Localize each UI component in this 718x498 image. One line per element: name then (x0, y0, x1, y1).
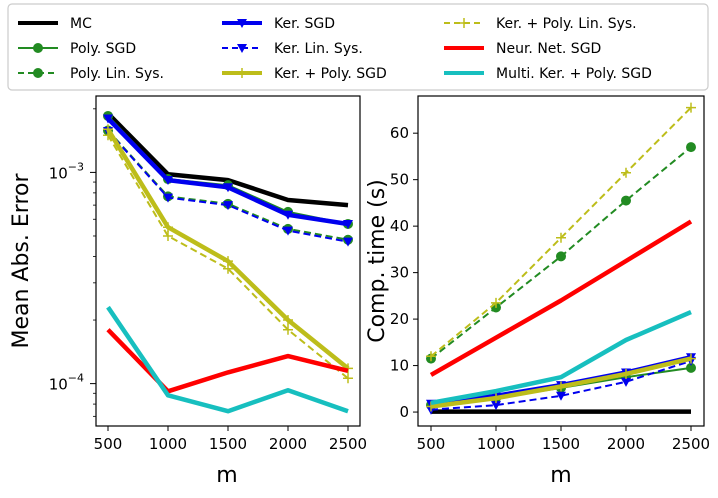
mae-point-ker-sgd (163, 176, 173, 186)
mae-line-mc (106, 111, 349, 208)
time-point-ker-lin-sys (491, 401, 501, 411)
mae-point-ker-poly-lin-sys (343, 373, 353, 384)
mae-point-ker-sgd (343, 219, 353, 229)
time-line-ker-poly-lin-sys (430, 106, 692, 358)
time-y-tick-label: 50 (390, 171, 409, 189)
time-line-neur-net-sgd (429, 219, 693, 377)
legend: MC Poly. SGD Poly. Lin. Sys. Ker. SGD Ker. L… (7, 3, 709, 91)
time-point-ker-lin-sys (556, 391, 566, 401)
mae-x-tick-label: 1500 (209, 435, 247, 453)
legend-label-ker-lin-sys: Ker. Lin. Sys. (274, 41, 363, 57)
mae-x-tick-label: 1000 (149, 435, 187, 453)
time-point-ker-poly-lin-sys (426, 351, 436, 362)
mae-x-axis-label: m (216, 463, 237, 488)
time-point-ker-poly-sgd (621, 368, 631, 379)
legend-frame (7, 3, 709, 91)
mae-point-ker-poly-lin-sys (283, 324, 293, 335)
legend-marker-ker-lin-sys (237, 44, 247, 53)
time-y-tick-label: 20 (390, 310, 409, 328)
mae-point-ker-poly-lin-sys (163, 230, 173, 241)
time-point-ker-poly-sgd (556, 381, 566, 392)
mae-point-ker-poly-sgd (163, 222, 173, 233)
time-point-ker-poly-lin-sys (686, 102, 696, 113)
time-point-ker-poly-sgd (426, 401, 436, 412)
mae-point-ker-sgd (223, 183, 233, 193)
mae-point-ker-sgd (283, 210, 293, 220)
time-x-axis-label: m (550, 463, 571, 488)
mae-line-ker-poly-sgd (106, 128, 350, 371)
time-x-tick-label: 2000 (607, 435, 645, 453)
mae-point-ker-poly-lin-sys (103, 130, 113, 141)
time-point-poly-lin-sys (686, 142, 696, 153)
mae-y-axis-label: Mean Abs. Error (9, 173, 34, 349)
time-y-tick-label: 60 (390, 124, 409, 142)
mae-chart: 500 1000 1500 2000 2500 10−3 10−4 m Mean Abs. … (9, 95, 367, 488)
time-point-ker-poly-sgd (686, 353, 696, 364)
mae-y-tick-label: 10−4 (49, 372, 84, 394)
legend-label-multi-ker-poly-sgd: Multi. Ker. + Poly. SGD (496, 66, 652, 82)
legend-label-neur-net-sgd: Neur. Net. SGD (496, 41, 601, 57)
legend-marker-poly-sgd (33, 43, 43, 53)
time-y-tick-label: 40 (390, 217, 409, 235)
legend-label-mc: MC (70, 16, 92, 32)
legend-label-poly-lin-sys: Poly. Lin. Sys. (70, 66, 164, 82)
legend-label-ker-poly-lin-sys: Ker. + Poly. Lin. Sys. (496, 16, 637, 32)
mae-point-ker-lin-sys (223, 201, 233, 211)
mae-line-ker-lin-sys (107, 130, 349, 243)
time-point-poly-lin-sys (621, 195, 631, 206)
time-point-poly-lin-sys (556, 251, 566, 262)
mae-x-tick-label: 500 (94, 435, 123, 453)
mae-y-tick-label: 10−3 (49, 160, 84, 182)
legend-label-poly-sgd: Poly. SGD (70, 41, 136, 57)
legend-marker-ker-poly-sgd (237, 68, 247, 78)
time-point-ker-poly-sgd (491, 393, 501, 404)
time-point-ker-poly-lin-sys (491, 297, 501, 308)
legend-label-ker-poly-sgd: Ker. + Poly. SGD (274, 66, 387, 82)
mae-line-neur-net-sgd (106, 328, 349, 394)
legend-label-ker-sgd: Ker. SGD (274, 16, 335, 32)
mae-line-ker-poly-lin-sys (107, 134, 349, 380)
time-x-tick-label: 2500 (672, 435, 710, 453)
legend-marker-ker-sgd (237, 19, 247, 28)
legend-marker-ker-poly-lin-sys (459, 18, 469, 28)
time-x-tick-label: 1500 (542, 435, 580, 453)
legend-marker-poly-lin-sys (33, 68, 43, 78)
mae-point-ker-sgd (103, 114, 113, 124)
mae-point-ker-lin-sys (283, 226, 293, 236)
time-x-tick-label: 1000 (477, 435, 515, 453)
mae-line-multi-ker-poly-sgd (106, 305, 349, 414)
mae-point-ker-poly-sgd (283, 315, 293, 326)
time-line-multi-ker-poly-sgd (430, 310, 692, 406)
time-y-tick-label: 30 (390, 264, 409, 282)
time-point-ker-lin-sys (621, 377, 631, 387)
time-y-axis-label: Comp. time (s) (365, 179, 390, 343)
mae-x-tick-label: 2000 (269, 435, 307, 453)
mae-point-ker-lin-sys (343, 237, 353, 247)
time-x-tick-label: 500 (417, 435, 446, 453)
mae-point-ker-lin-sys (163, 193, 173, 203)
time-line-ker-lin-sys (430, 359, 692, 411)
time-point-ker-poly-lin-sys (556, 232, 566, 243)
time-y-tick-label: 0 (399, 403, 409, 421)
mae-point-ker-poly-lin-sys (223, 263, 233, 274)
time-y-tick-label: 10 (390, 357, 409, 375)
time-chart: 500 1000 1500 2000 2500 0 10 20 30 40 50 60 m Comp.… (365, 95, 710, 488)
time-point-ker-poly-lin-sys (621, 167, 631, 178)
mae-x-tick-label: 2500 (329, 435, 367, 453)
